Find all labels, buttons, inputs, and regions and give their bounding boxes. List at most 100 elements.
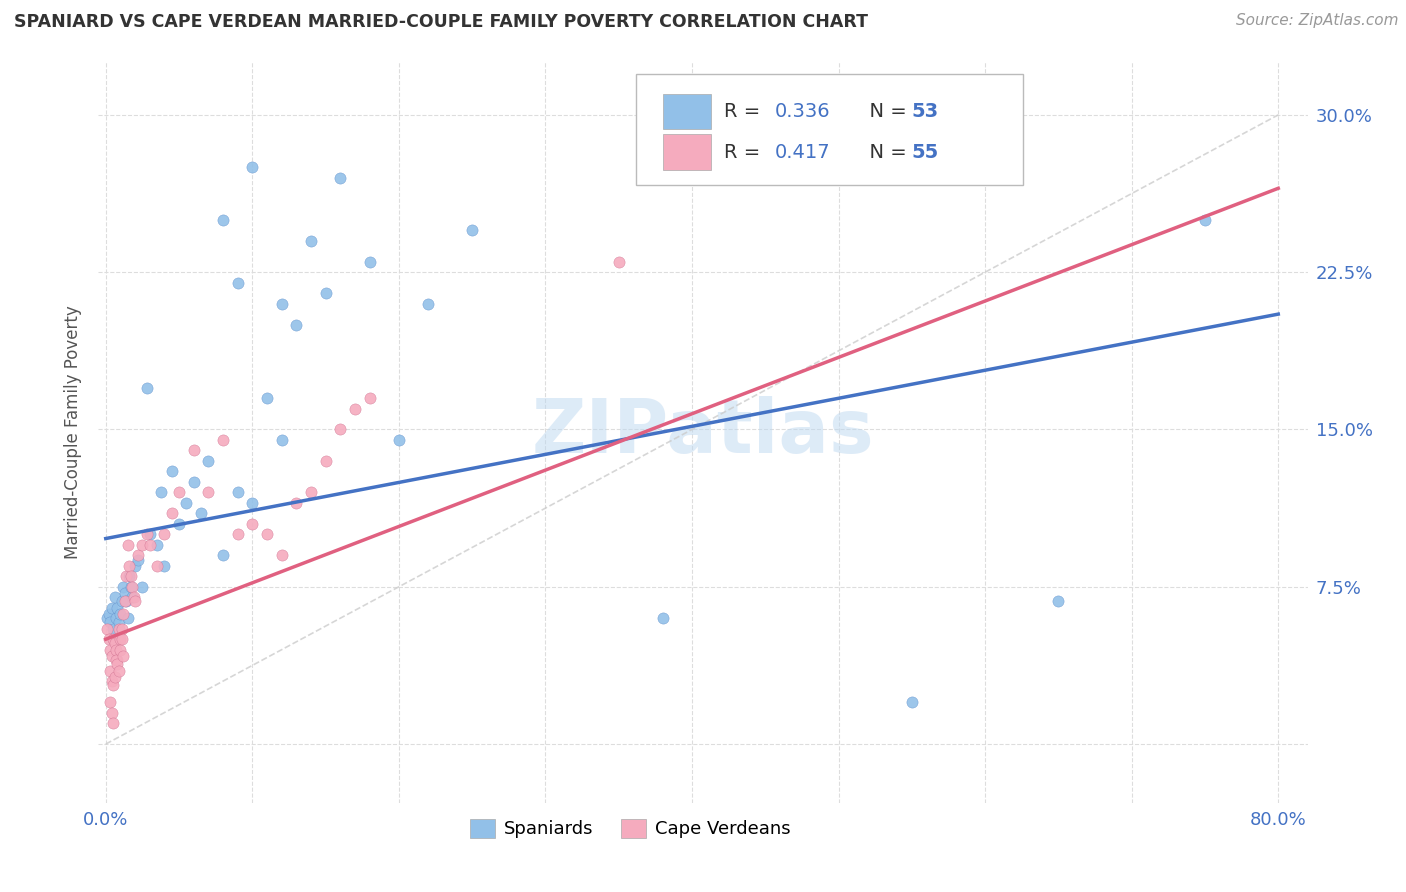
Text: ZIPatlas: ZIPatlas (531, 396, 875, 469)
Point (329, 170, 352, 185)
Point (388, 433, 411, 447)
Point (101, 716, 124, 731)
FancyBboxPatch shape (637, 73, 1024, 185)
Point (110, 642, 132, 657)
Point (108, 664, 131, 678)
Point (240, 161, 263, 175)
Point (101, 632, 124, 647)
Point (901, 695, 924, 709)
Point (98, 615, 121, 630)
Point (418, 296, 440, 310)
Point (153, 527, 176, 541)
Point (256, 391, 278, 405)
FancyBboxPatch shape (664, 135, 711, 169)
Point (607, 254, 630, 268)
Point (124, 594, 146, 608)
Point (270, 433, 292, 447)
Point (100, 706, 122, 720)
Text: Source: ZipAtlas.com: Source: ZipAtlas.com (1236, 13, 1399, 29)
Point (299, 485, 322, 500)
Point (103, 670, 125, 684)
Point (1194, 212, 1216, 227)
Text: 0.336: 0.336 (775, 102, 830, 120)
Point (111, 622, 134, 636)
Point (124, 558, 146, 573)
Point (118, 558, 141, 573)
Point (160, 464, 183, 478)
Point (114, 586, 136, 600)
Text: R =: R = (724, 102, 766, 120)
Text: N =: N = (856, 143, 912, 161)
Point (97, 632, 120, 647)
Point (212, 433, 235, 447)
Point (153, 558, 176, 573)
Point (197, 454, 219, 468)
Point (111, 632, 134, 647)
Point (212, 212, 235, 227)
Point (108, 622, 131, 636)
Point (285, 496, 308, 510)
Point (240, 496, 263, 510)
Point (118, 569, 141, 583)
Point (127, 552, 149, 566)
Text: R =: R = (724, 143, 766, 161)
Point (131, 538, 153, 552)
Point (107, 600, 129, 615)
Point (270, 296, 292, 310)
Point (146, 558, 169, 573)
Point (329, 422, 352, 436)
Point (112, 580, 135, 594)
Point (121, 580, 143, 594)
Point (105, 611, 128, 625)
Point (100, 674, 122, 689)
Point (108, 615, 131, 630)
FancyBboxPatch shape (664, 94, 711, 129)
Point (315, 454, 337, 468)
Point (167, 485, 190, 500)
Point (138, 527, 160, 541)
Point (115, 594, 138, 608)
Point (103, 636, 125, 650)
Point (256, 527, 278, 541)
Point (240, 516, 263, 531)
Legend: Spaniards, Cape Verdeans: Spaniards, Cape Verdeans (463, 812, 799, 846)
Point (117, 611, 139, 625)
Point (120, 580, 142, 594)
Point (285, 318, 308, 332)
Point (98, 664, 121, 678)
Point (651, 611, 673, 625)
Point (135, 527, 157, 541)
Point (359, 254, 381, 268)
Point (112, 607, 135, 621)
Point (112, 648, 135, 663)
Text: 53: 53 (911, 102, 938, 120)
Point (212, 549, 235, 563)
Point (131, 580, 153, 594)
Point (105, 642, 128, 657)
Point (117, 538, 139, 552)
Point (121, 591, 143, 605)
Point (226, 527, 249, 541)
Point (105, 653, 128, 667)
Point (111, 594, 134, 608)
Point (315, 286, 337, 301)
Point (98, 642, 121, 657)
Point (160, 507, 183, 521)
Point (1047, 594, 1070, 608)
Point (183, 475, 205, 489)
Text: SPANIARD VS CAPE VERDEAN MARRIED-COUPLE FAMILY POVERTY CORRELATION CHART: SPANIARD VS CAPE VERDEAN MARRIED-COUPLE … (14, 13, 868, 31)
Point (359, 391, 381, 405)
Point (343, 401, 366, 416)
Point (461, 223, 484, 237)
Point (98, 695, 121, 709)
Point (197, 485, 219, 500)
Point (110, 607, 132, 621)
Point (122, 591, 145, 605)
Point (127, 549, 149, 563)
Point (96, 611, 118, 625)
Text: 55: 55 (911, 143, 938, 161)
Point (101, 678, 124, 692)
Point (190, 507, 212, 521)
Point (114, 594, 136, 608)
Point (138, 538, 160, 552)
